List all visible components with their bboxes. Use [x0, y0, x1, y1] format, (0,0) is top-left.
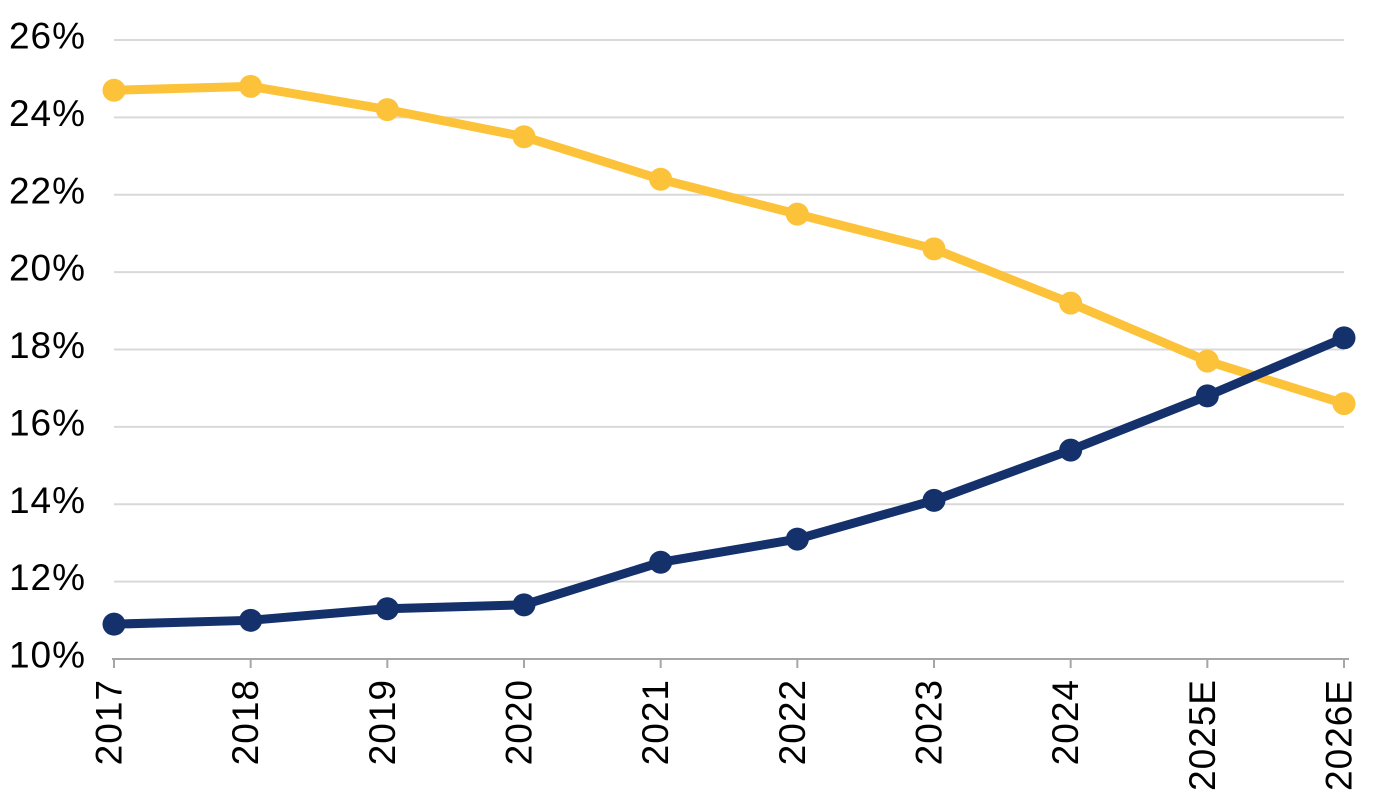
navy-rising-series-point — [1332, 326, 1356, 350]
x-tick-label: 2025E — [1182, 679, 1223, 791]
gold-declining-series-point — [375, 98, 399, 122]
gold-declining-series-point — [239, 74, 263, 98]
gold-declining-series-point — [1332, 392, 1356, 416]
y-tick-label: 24% — [9, 93, 86, 134]
y-tick-label: 22% — [9, 170, 86, 211]
x-tick-label: 2019 — [362, 679, 403, 765]
navy-rising-series-point — [649, 550, 673, 574]
y-tick-label: 26% — [9, 16, 86, 57]
navy-rising-series-point — [375, 597, 399, 621]
x-tick-label: 2024 — [1045, 679, 1086, 765]
navy-rising-series-point — [1059, 438, 1083, 462]
gold-declining-series-point — [512, 125, 536, 149]
x-tick-label: 2017 — [89, 679, 130, 765]
y-tick-label: 16% — [9, 402, 86, 443]
gold-declining-series-point — [649, 167, 673, 191]
y-tick-label: 18% — [9, 325, 86, 366]
navy-rising-series-line — [109, 333, 1349, 629]
navy-rising-series-point — [102, 612, 126, 636]
x-tick-label: 2020 — [499, 679, 540, 765]
y-tick-label: 12% — [9, 557, 86, 598]
navy-rising-series-point — [239, 608, 263, 632]
x-tick-label: 2018 — [225, 679, 266, 765]
navy-rising-series-point — [1195, 384, 1219, 408]
gold-declining-series-line — [109, 81, 1349, 409]
x-tick-label: 2021 — [635, 679, 676, 765]
y-tick-label: 20% — [9, 248, 86, 289]
gold-declining-series-point — [102, 78, 126, 102]
x-tick-label: 2022 — [772, 679, 813, 765]
gold-declining-series-point — [922, 237, 946, 261]
navy-rising-series-point — [785, 527, 809, 551]
y-tick-label: 10% — [9, 635, 86, 676]
y-tick-label: 14% — [9, 480, 86, 521]
navy-rising-series-point — [512, 593, 536, 617]
gold-declining-series-point — [1195, 349, 1219, 373]
x-tick-label: 2026E — [1319, 679, 1360, 791]
navy-rising-series-point — [922, 488, 946, 512]
gold-declining-series-point — [785, 202, 809, 226]
x-tick-label: 2023 — [909, 679, 950, 765]
gold-declining-series-point — [1059, 291, 1083, 315]
